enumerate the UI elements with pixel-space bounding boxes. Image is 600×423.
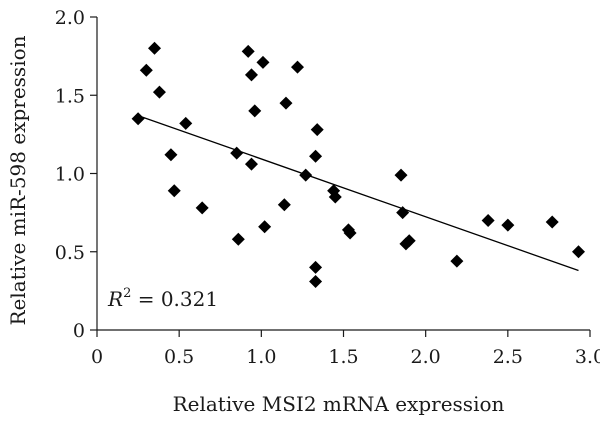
trend-line	[137, 114, 579, 272]
data-point	[394, 168, 408, 182]
axes: 0 0.5 1.0 1.5 2.0 0 0.5 1.0 1.5 2.0 2.5 3.0	[55, 7, 600, 368]
y-axis-title: Relative miR-598 expression	[6, 35, 30, 325]
data-point	[167, 184, 181, 198]
data-point	[481, 213, 495, 227]
x-ticks: 0 0.5 1.0 1.5 2.0 2.5 3.0	[91, 330, 600, 368]
data-point	[396, 206, 410, 220]
data-point	[279, 96, 293, 110]
data-point	[501, 218, 515, 232]
data-point	[328, 190, 342, 204]
data-point	[402, 234, 416, 248]
x-tick-label: 0.5	[164, 346, 194, 368]
y-ticks: 0 0.5 1.0 1.5 2.0	[55, 7, 97, 342]
r-value: = 0.321	[131, 287, 218, 311]
y-tick-label: 1.0	[55, 164, 85, 186]
r-symbol: R	[107, 287, 123, 311]
data-point	[309, 149, 323, 163]
data-point	[299, 168, 313, 182]
data-point	[309, 274, 323, 288]
data-point	[179, 116, 193, 130]
data-point	[545, 215, 559, 229]
data-point	[571, 245, 585, 259]
r-squared-annotation: R2 = 0.321	[107, 286, 218, 311]
x-axis-title: Relative MSI2 mRNA expression	[173, 392, 505, 416]
data-point	[290, 60, 304, 74]
x-tick-label: 1.5	[328, 346, 358, 368]
data-point	[152, 85, 166, 99]
data-point	[248, 104, 262, 118]
y-tick-label: 0	[73, 320, 85, 342]
x-tick-label: 3.0	[575, 346, 600, 368]
data-point	[277, 198, 291, 212]
data-point	[244, 68, 258, 82]
x-tick-label: 2.5	[493, 346, 523, 368]
data-point	[195, 201, 209, 215]
data-point	[230, 146, 244, 160]
data-point	[450, 254, 464, 268]
data-point	[256, 55, 270, 69]
x-tick-label: 1.0	[246, 346, 276, 368]
data-point	[241, 44, 255, 58]
x-tick-label: 2.0	[411, 346, 441, 368]
data-point	[164, 148, 178, 162]
y-tick-label: 1.5	[55, 85, 85, 107]
y-tick-label: 2.0	[55, 7, 85, 29]
data-point	[343, 226, 357, 240]
data-point	[244, 157, 258, 171]
data-point	[139, 63, 153, 77]
x-tick-label: 0	[91, 346, 103, 368]
r-exponent: 2	[123, 286, 131, 301]
data-points	[131, 41, 585, 288]
data-point	[231, 232, 245, 246]
data-point	[148, 41, 162, 55]
data-point	[309, 260, 323, 274]
y-tick-label: 0.5	[55, 242, 85, 264]
data-point	[258, 220, 272, 234]
data-point	[310, 123, 324, 137]
data-point	[131, 112, 145, 126]
